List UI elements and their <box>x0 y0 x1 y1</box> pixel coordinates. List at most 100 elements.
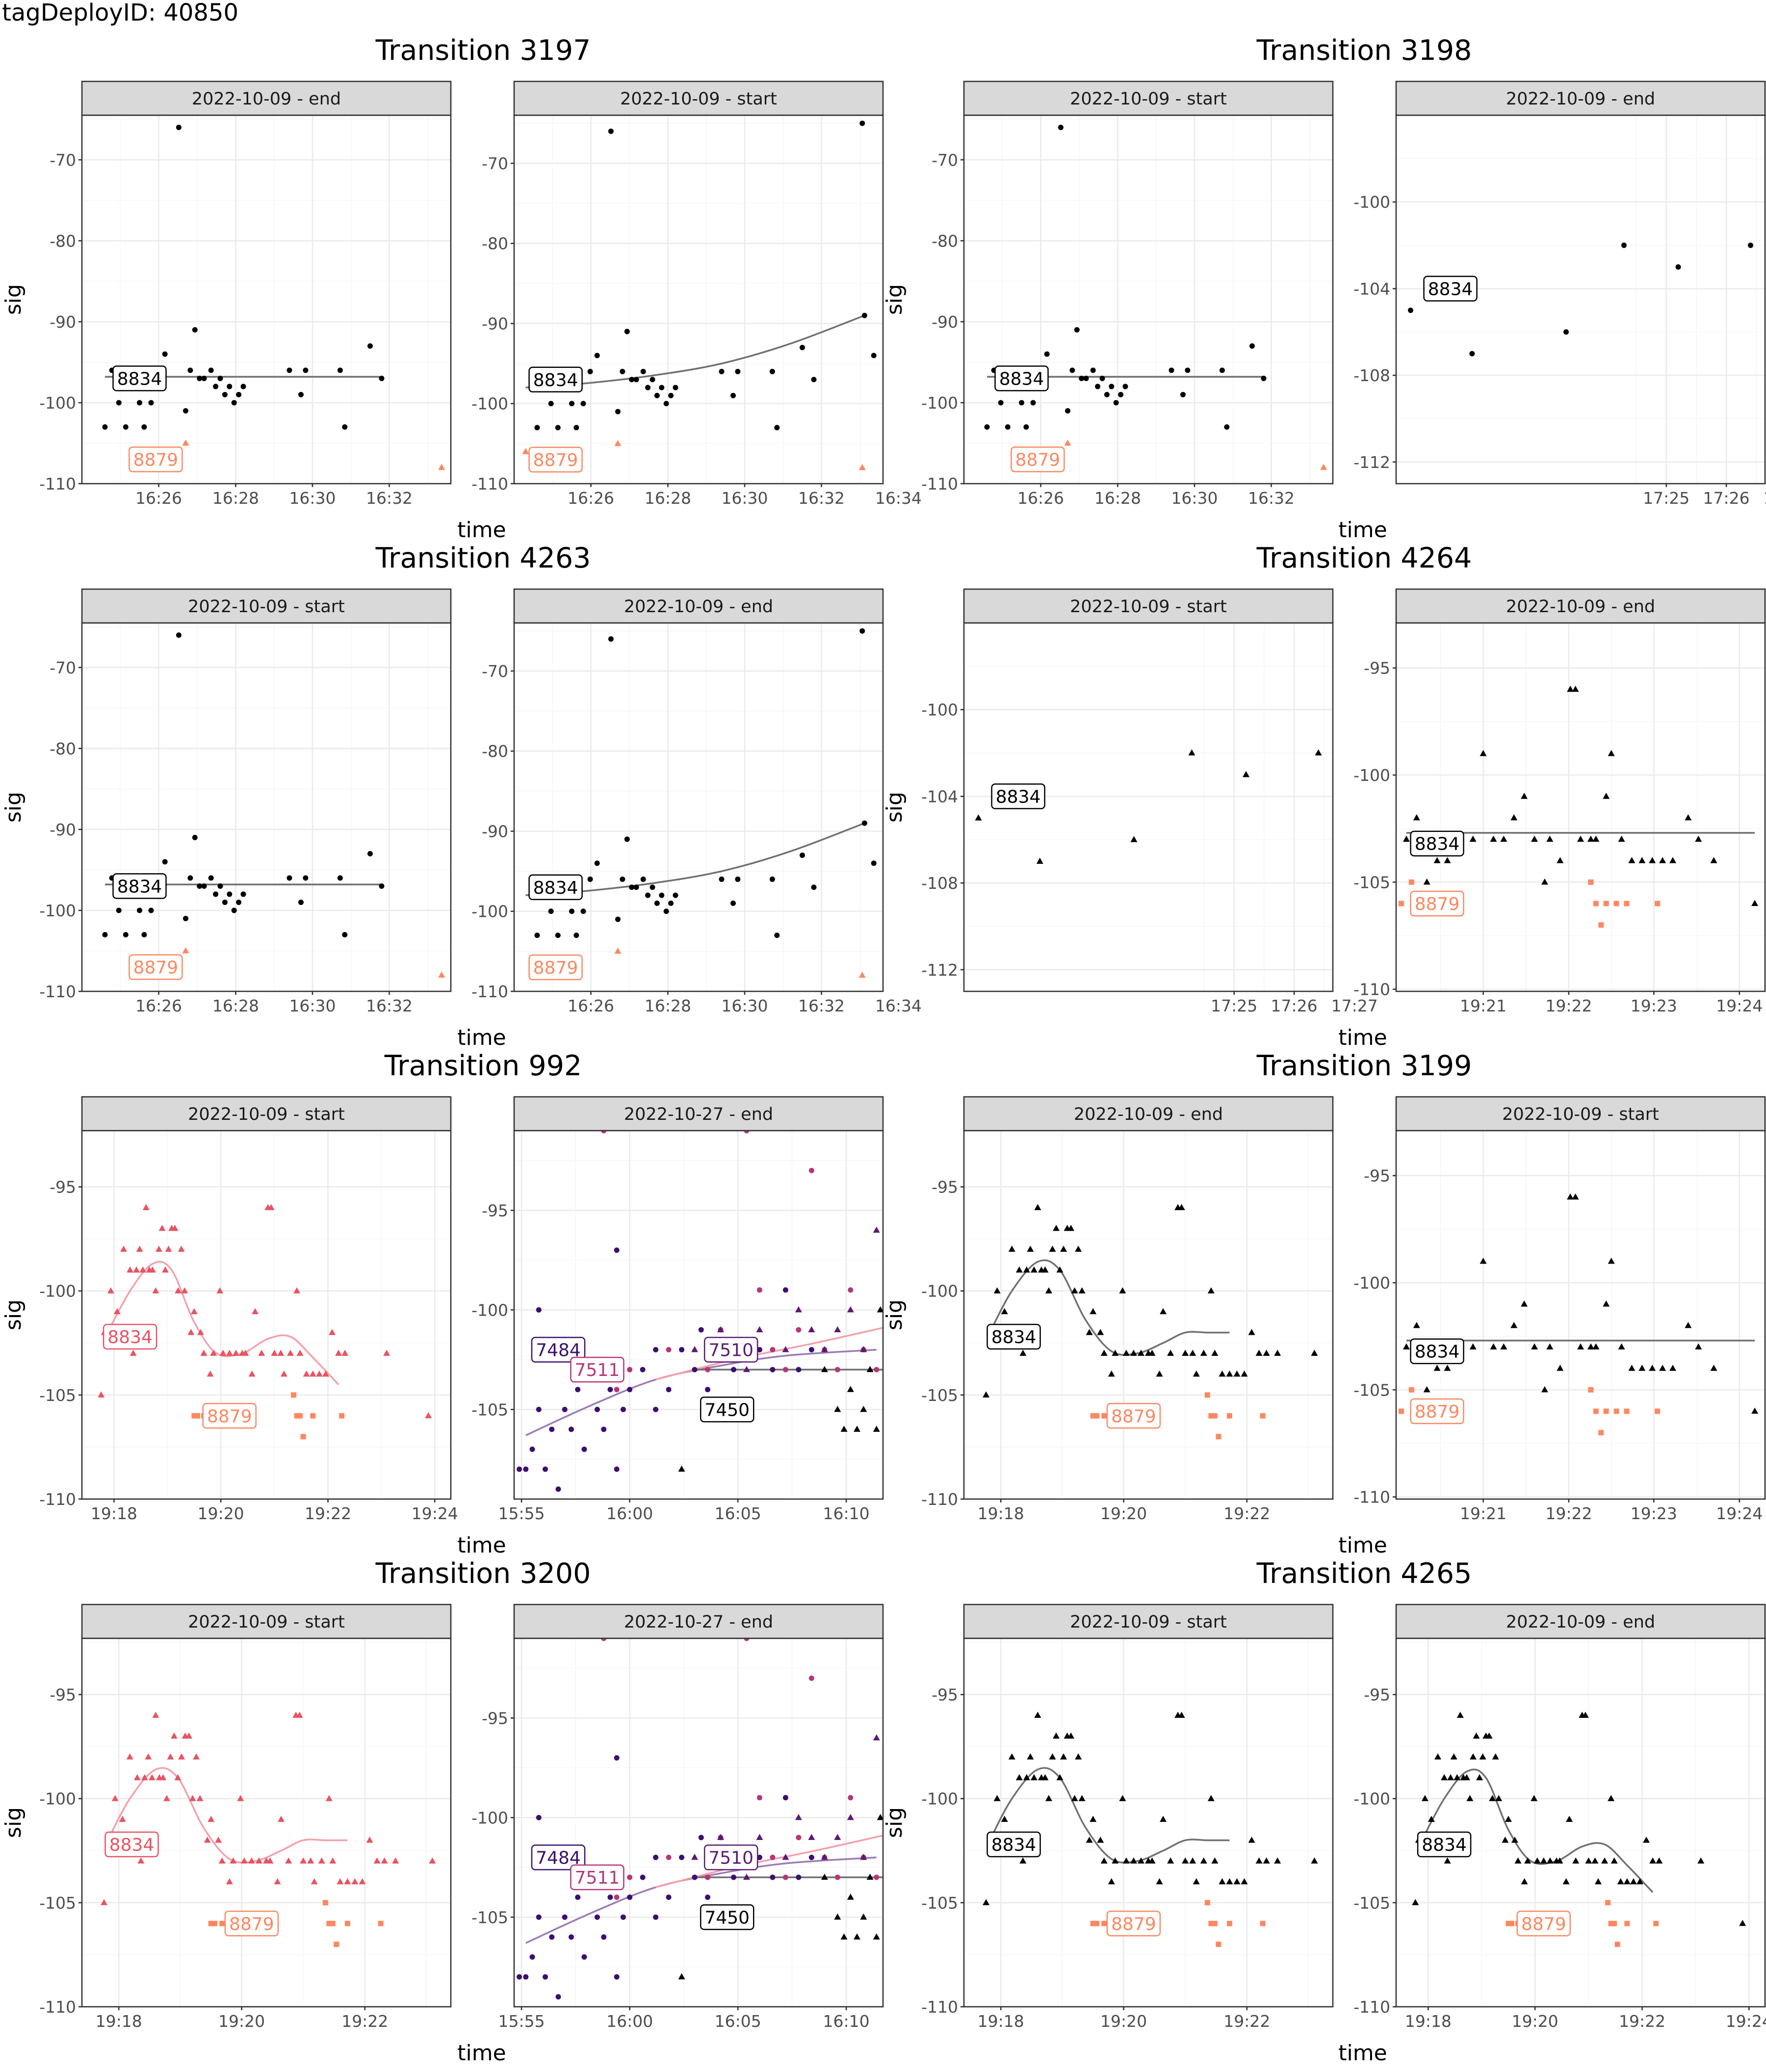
point-8834 <box>1188 749 1195 756</box>
point-8834 <box>1669 857 1676 863</box>
data-label: 7510 <box>708 1848 753 1868</box>
data-layer <box>1412 1711 1746 1947</box>
point-8834 <box>148 1774 156 1781</box>
panel-background <box>514 1131 883 1499</box>
point-8834 <box>993 1287 1001 1294</box>
point-8834 <box>1041 1774 1049 1781</box>
point-8834 <box>240 891 246 897</box>
point-7510 <box>743 1366 750 1373</box>
point-8834 <box>107 1287 114 1294</box>
point-7484 <box>679 1855 685 1861</box>
point-7510 <box>873 1734 880 1740</box>
point-8834 <box>392 1857 399 1864</box>
point-8834 <box>1019 400 1024 406</box>
data-label-box <box>700 1397 754 1423</box>
x-tick-label: 16:34 <box>875 489 922 508</box>
point-8834 <box>800 344 805 350</box>
point-8834 <box>1540 1857 1547 1864</box>
point-7484 <box>730 1367 736 1373</box>
data-label-box <box>1417 1831 1472 1858</box>
point-7484 <box>692 1367 698 1373</box>
point-7511 <box>834 1367 840 1373</box>
point-8834 <box>1541 878 1548 885</box>
point-8834 <box>1490 835 1497 842</box>
point-8834 <box>1566 1815 1573 1822</box>
x-tick-label: 16:30 <box>721 996 768 1015</box>
point-8834 <box>1567 685 1574 692</box>
data-label-box <box>994 365 1049 391</box>
point-8834 <box>119 1815 126 1822</box>
y-axis-title: sig <box>1 284 26 315</box>
point-8834 <box>645 892 651 898</box>
point-8834 <box>379 883 385 889</box>
figure-title: tagDeployID: 40850 <box>2 0 238 26</box>
facet-panel-8: 2022-10-09 - end -95 -100 -105 -110 19:21 19:2… <box>1353 588 1766 1015</box>
point-8834 <box>311 1878 318 1885</box>
point-8834 <box>181 1287 188 1294</box>
point-8879 <box>1655 1408 1661 1414</box>
y-tick-label: -95 <box>1364 659 1390 678</box>
data-label-box <box>531 1844 586 1870</box>
point-8879 <box>1398 1408 1404 1414</box>
point-8834 <box>1200 1857 1207 1864</box>
point-8834 <box>1118 391 1124 397</box>
gridlines <box>1396 1131 1765 1499</box>
point-8879 <box>219 1920 225 1926</box>
point-8834 <box>1608 1795 1615 1801</box>
point-8834 <box>649 884 655 890</box>
point-7511 <box>705 1367 711 1373</box>
point-8834 <box>1023 1266 1030 1273</box>
point-8834 <box>208 875 214 881</box>
point-8834 <box>1669 1365 1676 1371</box>
point-8834 <box>1531 1795 1538 1801</box>
x-tick-label: 19:22 <box>341 2012 388 2031</box>
data-label: 8879 <box>533 958 578 978</box>
point-8834 <box>1407 308 1413 313</box>
point-8879 <box>1593 901 1599 906</box>
point-8834 <box>1495 1795 1503 1801</box>
point-8834 <box>296 1349 304 1356</box>
panel-border <box>81 622 452 992</box>
point-8834 <box>1182 1857 1189 1864</box>
point-8834 <box>1751 1407 1759 1414</box>
point-8834 <box>237 1795 244 1801</box>
panel-border <box>513 1130 884 1500</box>
series-7450 <box>678 1813 883 1980</box>
point-8834 <box>983 1899 990 1905</box>
x-tick-label: 16:05 <box>715 2012 761 2031</box>
smooth-line <box>989 1259 1230 1356</box>
point-8834 <box>1476 1774 1483 1781</box>
point-8834 <box>1610 1857 1618 1864</box>
point-8834 <box>1027 1753 1034 1760</box>
x-tick-label: 15:55 <box>498 1504 545 1523</box>
point-7510 <box>795 1813 802 1820</box>
x-tick-label: 16:05 <box>715 1504 761 1523</box>
point-7484 <box>627 1894 633 1900</box>
point-7484 <box>555 1486 561 1492</box>
point-8834 <box>367 851 373 856</box>
x-tick-label: 19:24 <box>1716 996 1763 1015</box>
series-8834 <box>1402 685 1759 906</box>
y-tick-label: -90 <box>482 314 508 333</box>
facet-panel-12: 2022-10-09 - start -95 -100 -105 -110 19:21 19… <box>1353 1096 1766 1523</box>
point-8834 <box>120 1245 128 1252</box>
point-8834 <box>175 1287 182 1294</box>
facet-strip-label: 2022-10-09 - end <box>1074 1105 1223 1124</box>
point-8834 <box>98 1391 105 1398</box>
point-8834 <box>811 377 817 383</box>
point-8879 <box>310 1413 316 1419</box>
point-8879 <box>182 439 189 446</box>
facet-strip-label: 2022-10-09 - end <box>192 89 341 109</box>
point-8834 <box>1533 1857 1541 1864</box>
y-axis-title: sig <box>1 792 26 823</box>
y-tick-label: -105 <box>39 1386 76 1405</box>
point-8834 <box>1510 814 1518 821</box>
point-8834 <box>232 1349 239 1356</box>
point-8834 <box>1207 1287 1215 1294</box>
panels-layer: Transition 3197 2022-10-09 - end -70 -80 -90… <box>1 34 1766 2066</box>
point-8834 <box>649 377 655 383</box>
point-8834 <box>1056 1266 1064 1273</box>
data-label: 7510 <box>708 1341 753 1361</box>
point-8834 <box>318 1857 325 1864</box>
facet-panel-4: 2022-10-09 - end -100 -104 -108 -112 17:25 17:… <box>1353 80 1766 508</box>
